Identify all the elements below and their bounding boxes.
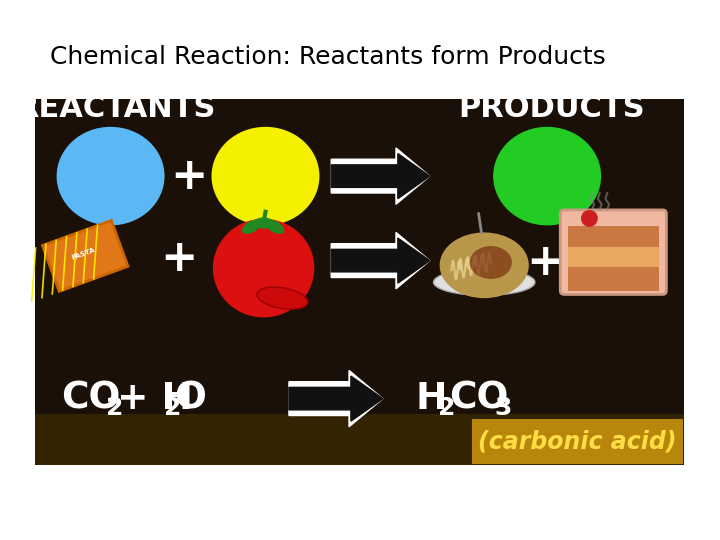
Text: Chemical Reaction: Reactants form Products: Chemical Reaction: Reactants form Produc… <box>50 45 606 69</box>
Text: 2: 2 <box>438 396 456 420</box>
Ellipse shape <box>253 218 274 229</box>
Text: +: + <box>161 237 198 280</box>
Ellipse shape <box>581 210 598 227</box>
Ellipse shape <box>213 219 315 318</box>
FancyArrow shape <box>331 148 430 204</box>
FancyArrow shape <box>331 232 430 289</box>
Ellipse shape <box>212 127 320 225</box>
Ellipse shape <box>493 127 601 225</box>
Bar <box>35 414 684 465</box>
Ellipse shape <box>266 220 284 234</box>
Bar <box>568 226 659 247</box>
Text: CO: CO <box>60 381 120 417</box>
FancyArrow shape <box>289 376 383 421</box>
Ellipse shape <box>440 232 528 298</box>
Bar <box>568 247 659 267</box>
Text: CO: CO <box>449 381 509 417</box>
Text: PRODUCTS: PRODUCTS <box>459 94 645 123</box>
FancyArrow shape <box>289 370 383 427</box>
Ellipse shape <box>57 127 165 225</box>
Text: O: O <box>174 381 207 417</box>
FancyBboxPatch shape <box>560 210 667 294</box>
Bar <box>472 419 683 464</box>
Text: (carbonic acid): (carbonic acid) <box>478 430 676 454</box>
Text: 3: 3 <box>495 396 512 420</box>
FancyArrow shape <box>331 153 430 199</box>
Text: PASTA: PASTA <box>71 247 96 261</box>
Text: + H: + H <box>117 381 193 417</box>
Text: 2: 2 <box>106 396 123 420</box>
Bar <box>568 267 659 291</box>
Text: +: + <box>170 154 207 198</box>
Ellipse shape <box>257 287 308 309</box>
Ellipse shape <box>469 246 512 279</box>
Ellipse shape <box>242 220 261 234</box>
Text: +: + <box>526 241 564 284</box>
FancyArrow shape <box>331 238 430 283</box>
Text: H: H <box>415 381 447 417</box>
Ellipse shape <box>433 269 535 295</box>
Text: REACTANTS: REACTANTS <box>15 94 215 123</box>
Polygon shape <box>42 220 128 292</box>
Bar <box>35 99 684 465</box>
Text: 2: 2 <box>164 396 181 420</box>
